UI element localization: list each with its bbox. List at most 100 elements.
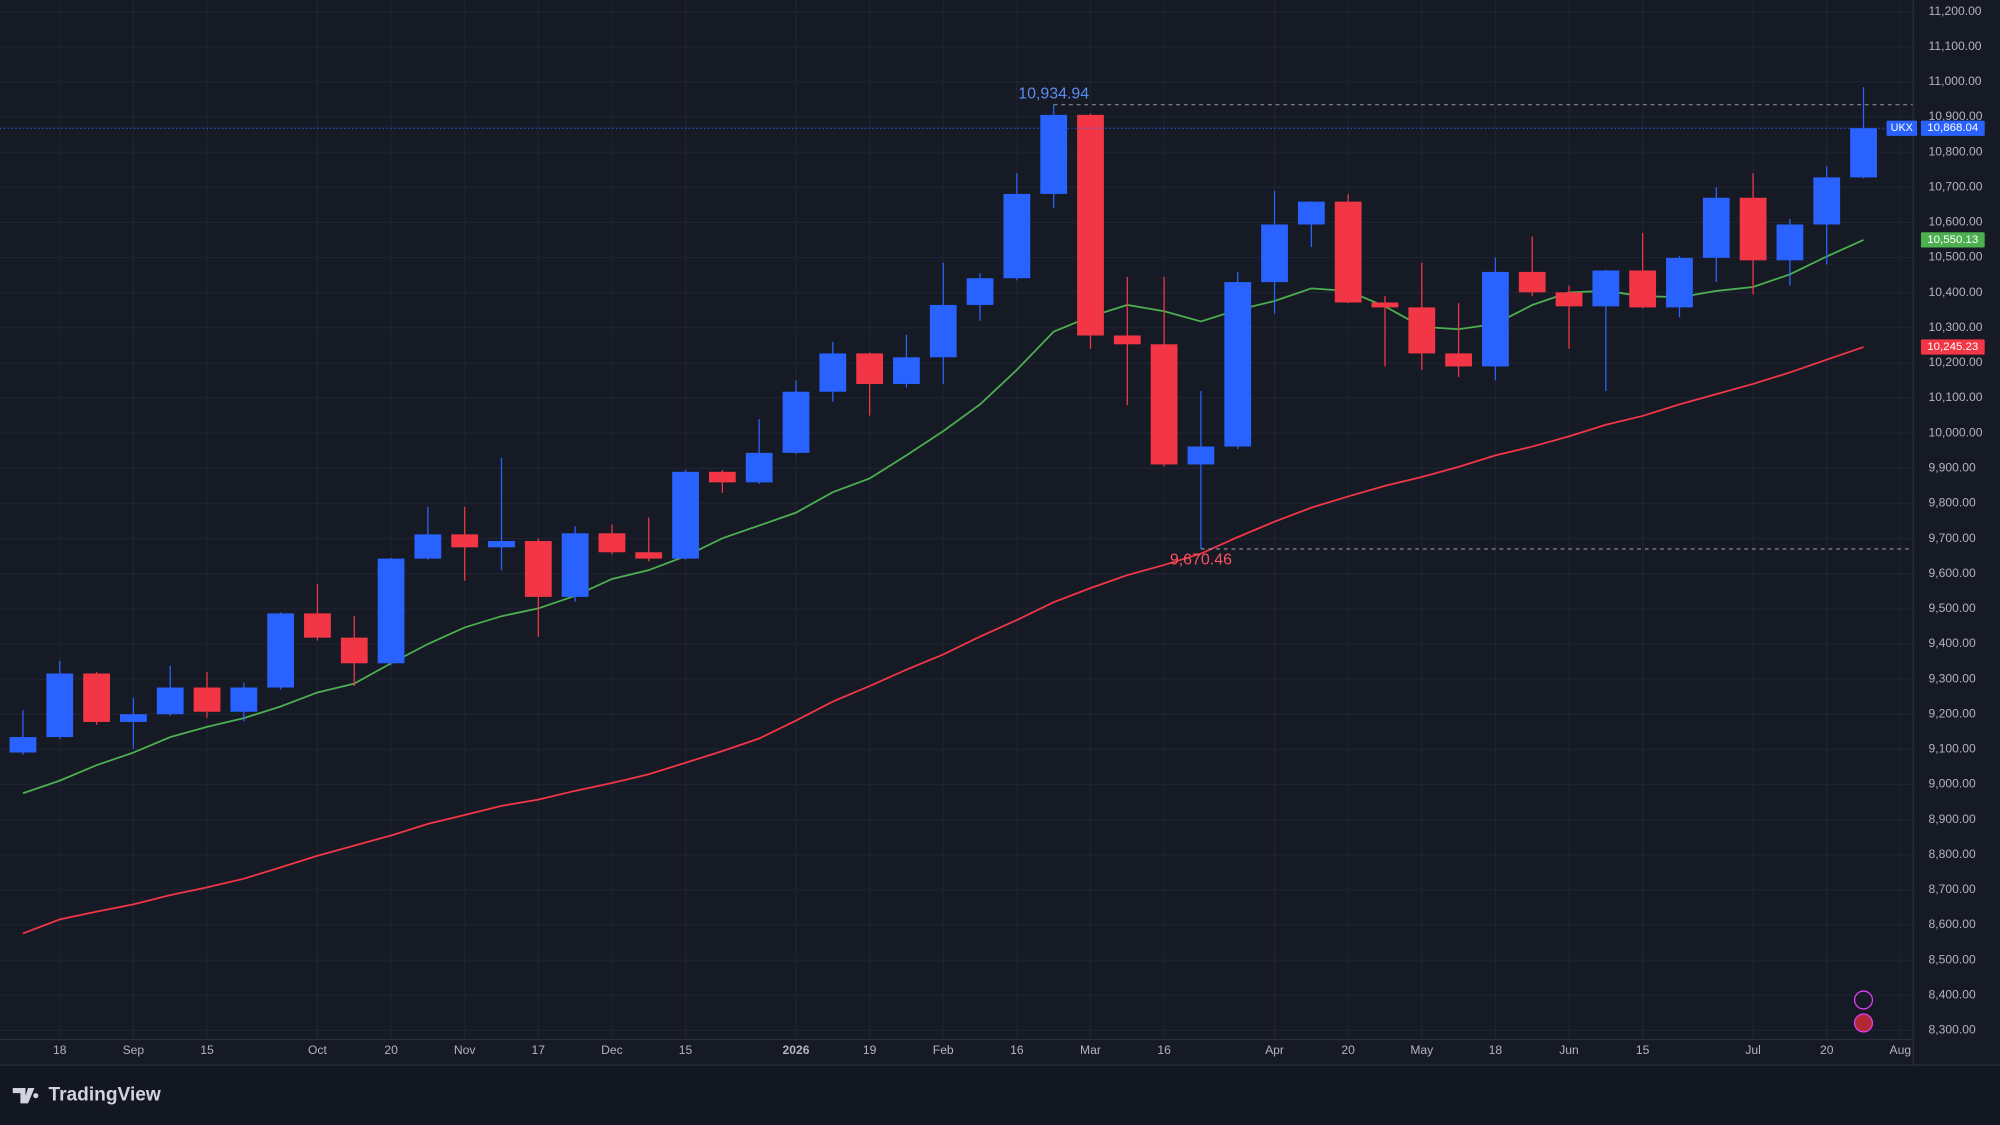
y-tick-label: 9,800.00 <box>1929 496 1976 510</box>
y-tick-label: 8,800.00 <box>1929 847 1976 861</box>
x-tick-label: 20 <box>1820 1043 1834 1057</box>
candle-body <box>1150 344 1178 465</box>
candle-body <box>1371 302 1399 308</box>
candle-body <box>1518 271 1546 293</box>
event-icon <box>1853 990 1874 1010</box>
symbol-tag-text: UKX <box>1891 122 1913 134</box>
candle-body <box>1445 353 1472 367</box>
candle-body <box>46 673 74 738</box>
x-tick-label: Sep <box>123 1043 145 1057</box>
x-tick-label: 20 <box>384 1043 398 1057</box>
candle-body <box>1850 128 1877 178</box>
x-tick-label: Jul <box>1745 1043 1760 1057</box>
candle-body <box>1003 193 1031 279</box>
candle-body <box>929 304 957 358</box>
candle-body <box>1813 177 1841 225</box>
candle-body <box>1113 335 1141 345</box>
candle-body <box>966 278 994 305</box>
candle-body <box>1666 257 1693 308</box>
x-tick-label: 19 <box>863 1043 877 1057</box>
x-tick-label: 18 <box>53 1043 67 1057</box>
y-tick-label: 8,300.00 <box>1929 1023 1976 1037</box>
candle-body <box>635 552 663 559</box>
x-tick-label: 2026 <box>783 1043 810 1057</box>
y-tick-label: 8,600.00 <box>1929 917 1976 931</box>
candle-body <box>1077 114 1104 336</box>
y-tick-label: 8,900.00 <box>1929 812 1976 826</box>
price-tag-text: 10,868.04 <box>1927 122 1979 134</box>
y-tick-label: 11,000.00 <box>1929 74 1982 88</box>
candle-body <box>1555 292 1583 307</box>
x-tick-label: 15 <box>200 1043 214 1057</box>
y-tick-label: 9,600.00 <box>1929 566 1976 580</box>
brand-text: TradingView <box>48 1085 160 1106</box>
x-tick-label: Oct <box>308 1043 327 1057</box>
y-tick-label: 9,400.00 <box>1929 636 1976 650</box>
candle-body <box>672 471 699 559</box>
x-tick-label: 18 <box>1489 1043 1503 1057</box>
x-tick-label: 16 <box>1157 1043 1171 1057</box>
y-tick-label: 9,700.00 <box>1929 531 1976 545</box>
candle-body <box>561 533 589 597</box>
moving-average-line <box>22 346 1864 935</box>
candle-body <box>83 673 110 722</box>
footer <box>0 1065 2000 1125</box>
x-tick-label: Feb <box>933 1043 954 1057</box>
y-tick-label: 11,200.00 <box>1929 4 1982 18</box>
y-tick-label: 8,500.00 <box>1929 952 1976 966</box>
candle-body <box>708 471 736 483</box>
candle-body <box>1334 201 1362 303</box>
candle-body <box>1040 114 1068 194</box>
y-tick-label: 9,300.00 <box>1929 671 1976 685</box>
ma-price-tag <box>1920 339 1985 355</box>
x-tick-label: Mar <box>1080 1043 1101 1057</box>
low-label: 9,670.46 <box>1170 552 1232 569</box>
y-tick-label: 10,300.00 <box>1929 320 1983 334</box>
candle-body <box>1482 271 1509 367</box>
x-tick-label: Nov <box>454 1043 476 1057</box>
price-tag <box>1920 120 1985 136</box>
candle-body <box>414 534 442 559</box>
y-tick-label: 10,000.00 <box>1929 425 1983 439</box>
candle-body <box>230 687 258 712</box>
candle-body <box>819 353 847 392</box>
candle-body <box>1592 270 1620 307</box>
candle-body <box>1261 224 1288 283</box>
x-tick-label: Apr <box>1265 1043 1284 1057</box>
candle-body <box>304 613 331 638</box>
y-tick-label: 8,400.00 <box>1929 987 1976 1001</box>
y-tick-label: 8,700.00 <box>1929 882 1976 896</box>
x-tick-label: 20 <box>1341 1043 1355 1057</box>
candle-body <box>120 714 147 722</box>
y-tick-label: 10,400.00 <box>1929 285 1983 299</box>
candle-body <box>1702 197 1730 258</box>
y-tick-label: 9,200.00 <box>1929 706 1976 720</box>
candle-body <box>156 687 184 715</box>
event-icon <box>1853 1013 1874 1033</box>
logo-icon <box>12 1088 39 1104</box>
y-tick-label: 9,000.00 <box>1929 777 1976 791</box>
candle-body <box>782 391 810 453</box>
ma-price-tag-text: 10,550.13 <box>1927 234 1978 246</box>
brand-logo[interactable]: TradingView <box>12 1085 161 1106</box>
y-tick-label: 9,900.00 <box>1929 461 1976 475</box>
candle-body <box>1224 282 1252 447</box>
ma-price-tag-text: 10,245.23 <box>1927 341 1978 353</box>
candle-body <box>1297 201 1325 225</box>
candle-body <box>1776 224 1804 261</box>
candle-body <box>1739 197 1767 261</box>
candle-body <box>598 533 626 553</box>
y-tick-label: 10,800.00 <box>1929 144 1983 158</box>
symbol-tag <box>1886 120 1918 136</box>
high-label: 10,934.94 <box>1018 86 1089 103</box>
event-icons <box>1853 990 1874 1033</box>
y-tick-label: 9,100.00 <box>1929 742 1976 756</box>
candle-body <box>1408 307 1436 354</box>
x-tick-label: Dec <box>601 1043 623 1057</box>
candle-body <box>451 534 479 548</box>
candle-body <box>377 558 405 664</box>
candle-body <box>267 613 295 688</box>
y-tick-label: 10,900.00 <box>1929 109 1983 123</box>
